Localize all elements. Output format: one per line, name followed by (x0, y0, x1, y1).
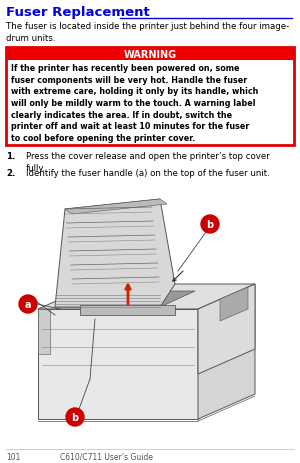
Circle shape (66, 408, 84, 426)
Polygon shape (220, 288, 248, 321)
Text: Identify the fuser handle (a) on the top of the fuser unit.: Identify the fuser handle (a) on the top… (26, 169, 270, 178)
Text: The fuser is located inside the printer just behind the four image-
drum units.: The fuser is located inside the printer … (6, 22, 289, 43)
Text: Press the cover release and open the printer’s top cover
fully.: Press the cover release and open the pri… (26, 152, 270, 172)
Circle shape (19, 295, 37, 313)
Bar (6, 48, 294, 146)
Polygon shape (55, 200, 175, 307)
Polygon shape (38, 309, 50, 354)
Text: b: b (206, 219, 214, 230)
Polygon shape (198, 284, 255, 419)
Text: C610/C711 User’s Guide: C610/C711 User’s Guide (60, 452, 153, 461)
Polygon shape (65, 200, 167, 214)
Text: a: a (25, 300, 31, 309)
Circle shape (201, 216, 219, 233)
Text: 1.: 1. (6, 152, 15, 161)
Polygon shape (38, 309, 198, 419)
Text: 2.: 2. (6, 169, 15, 178)
Text: Fuser Replacement: Fuser Replacement (6, 6, 150, 19)
Text: b: b (71, 412, 79, 422)
Text: WARNING: WARNING (123, 50, 177, 59)
Polygon shape (55, 291, 195, 307)
Polygon shape (198, 284, 255, 374)
Polygon shape (80, 305, 175, 315)
Text: 101: 101 (6, 452, 20, 461)
Text: If the printer has recently been powered on, some
fuser components will be very : If the printer has recently been powered… (11, 64, 258, 143)
Bar (6, 48, 294, 61)
Polygon shape (38, 284, 255, 309)
